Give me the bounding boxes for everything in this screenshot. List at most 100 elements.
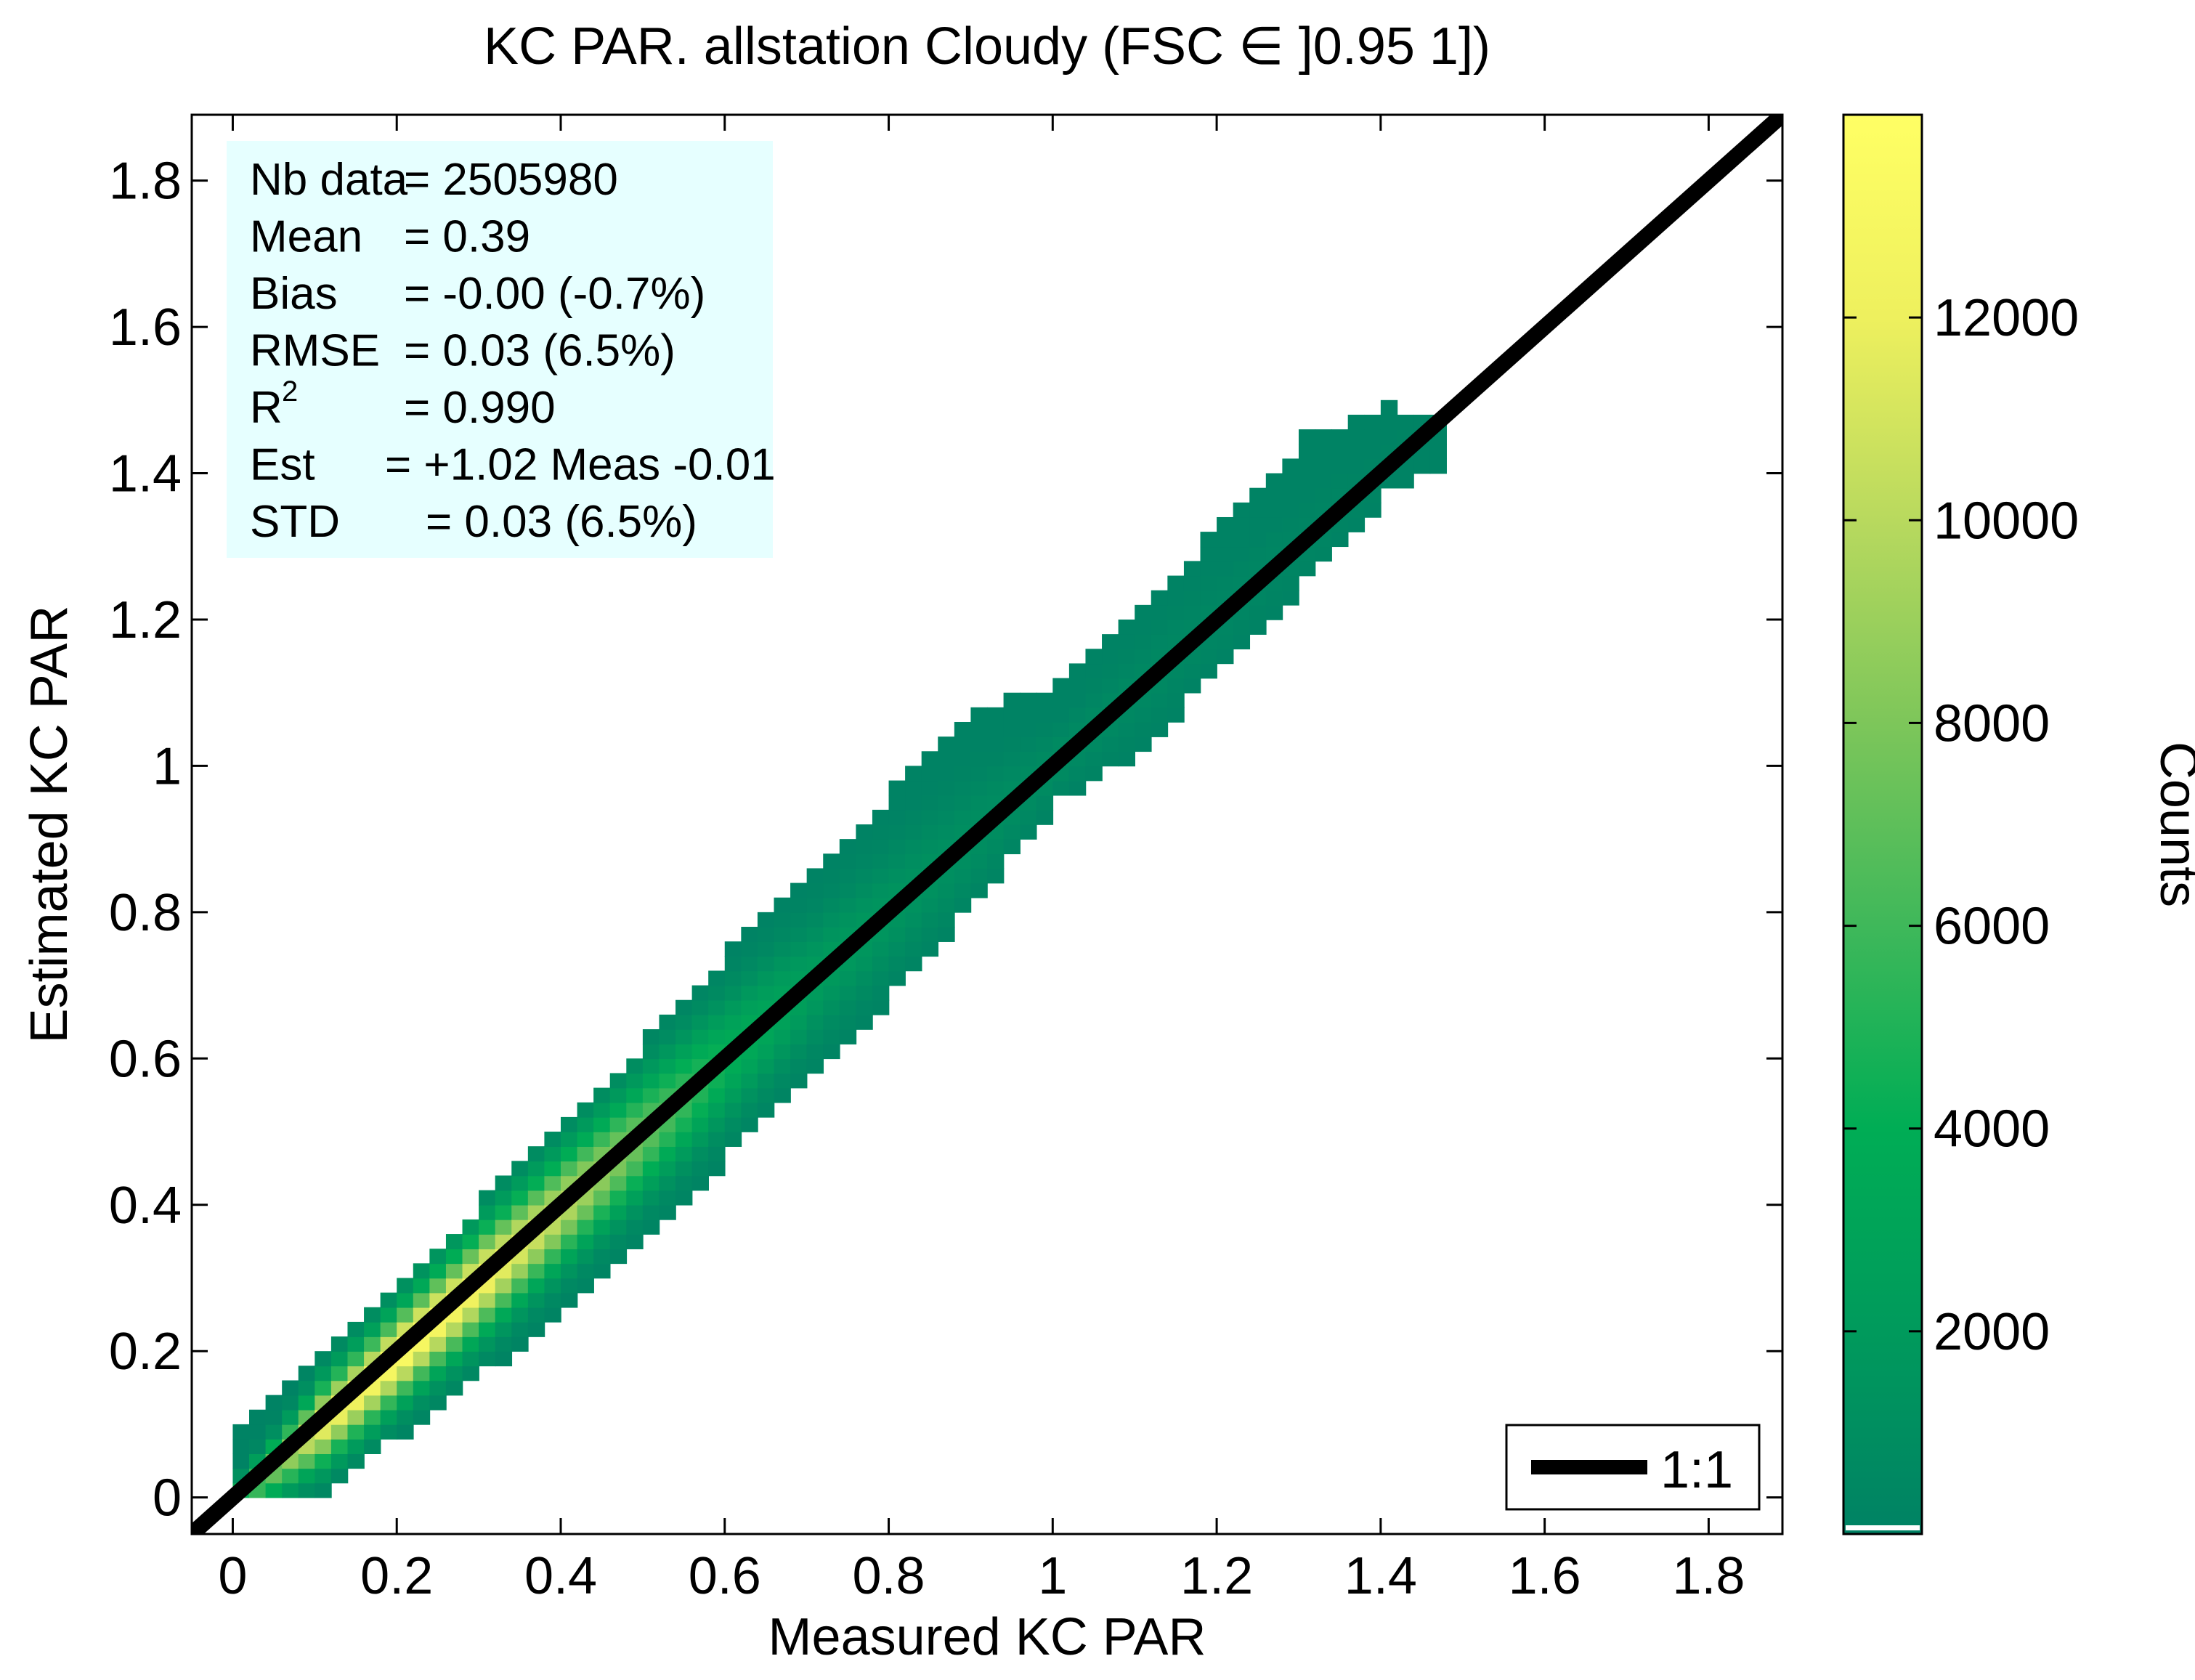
heatmap-cell xyxy=(691,985,709,1001)
heatmap-cell xyxy=(511,1321,529,1337)
heatmap-cell xyxy=(609,1249,628,1265)
heatmap-cell xyxy=(1298,444,1316,460)
heatmap-cell xyxy=(347,1351,365,1367)
heatmap-cell xyxy=(806,927,824,942)
heatmap-cell xyxy=(757,1102,775,1118)
heatmap-cell xyxy=(347,1336,365,1352)
heatmap-cell xyxy=(511,1278,529,1294)
heatmap-cell xyxy=(1298,502,1316,518)
heatmap-cell xyxy=(708,1161,726,1177)
heatmap-cell xyxy=(741,1073,758,1089)
heatmap-cell xyxy=(774,941,791,957)
heatmap-cell xyxy=(905,824,922,840)
heatmap-cell xyxy=(741,1102,758,1118)
heatmap-cell xyxy=(708,1146,726,1162)
heatmap-cell xyxy=(691,1161,709,1177)
heatmap-cell xyxy=(1085,692,1103,708)
heatmap-cell xyxy=(1429,444,1447,460)
heatmap-cell xyxy=(724,1132,742,1147)
heatmap-cell xyxy=(511,1161,529,1177)
heatmap-cell xyxy=(1347,429,1366,445)
y-tick-label: 0.2 xyxy=(109,1323,182,1381)
heatmap-cell xyxy=(938,766,955,782)
y-tick-label: 1.4 xyxy=(109,445,182,503)
heatmap-cell xyxy=(527,1175,545,1191)
heatmap-cell xyxy=(839,999,857,1015)
heatmap-cell xyxy=(823,897,840,913)
stats-label: Est xyxy=(250,440,315,490)
heatmap-cell xyxy=(609,1219,628,1235)
heatmap-cell xyxy=(1102,678,1119,694)
heatmap-cell xyxy=(593,1087,611,1103)
heatmap-cell xyxy=(577,1146,594,1162)
heatmap-cell xyxy=(577,1116,594,1132)
stats-label: RMSE xyxy=(250,326,380,376)
heatmap-cell xyxy=(527,1161,545,1177)
heatmap-cell xyxy=(806,912,824,928)
colorbar-tick-label: 12000 xyxy=(1934,289,2079,347)
heatmap-cell xyxy=(1085,649,1103,665)
heatmap-cell xyxy=(642,1073,660,1089)
heatmap-cell xyxy=(445,1249,463,1265)
heatmap-cell xyxy=(905,956,922,972)
heatmap-cell xyxy=(1183,604,1201,620)
heatmap-cell xyxy=(282,1482,299,1498)
heatmap-cell xyxy=(659,1204,676,1220)
heatmap-cell xyxy=(954,751,972,767)
heatmap-cell xyxy=(1183,678,1201,694)
heatmap-cell xyxy=(1298,429,1316,445)
heatmap-cell xyxy=(1315,458,1332,474)
heatmap-cell xyxy=(790,1029,808,1044)
heatmap-cell xyxy=(249,1409,267,1425)
heatmap-cell xyxy=(970,795,988,811)
heatmap-cell xyxy=(839,912,857,928)
heatmap-cell xyxy=(544,1263,561,1279)
heatmap-cell xyxy=(724,1102,742,1118)
heatmap-cell xyxy=(741,1116,758,1132)
heatmap-cell xyxy=(806,882,824,898)
heatmap-cell xyxy=(888,839,906,855)
heatmap-cell xyxy=(1233,516,1251,532)
heatmap-cell xyxy=(1183,663,1201,679)
heatmap-cell xyxy=(823,868,840,884)
x-tick-label: 0.4 xyxy=(524,1547,597,1605)
heatmap-cell xyxy=(1052,780,1070,796)
heatmap-cell xyxy=(642,1161,660,1177)
heatmap-cell xyxy=(708,999,726,1015)
heatmap-cell xyxy=(905,927,922,942)
heatmap-cell xyxy=(282,1409,299,1425)
heatmap-cell xyxy=(659,1058,676,1074)
heatmap-cell xyxy=(921,897,939,913)
heatmap-cell xyxy=(397,1307,414,1323)
heatmap-cell xyxy=(1233,619,1251,635)
heatmap-cell xyxy=(1135,634,1152,650)
heatmap-cell xyxy=(839,1014,857,1030)
heatmap-cell xyxy=(479,1292,496,1308)
heatmap-cell xyxy=(1364,429,1381,445)
heatmap-cell xyxy=(1036,707,1054,723)
heatmap-cell xyxy=(560,1161,578,1177)
heatmap-cell xyxy=(1200,663,1217,679)
heatmap-cell xyxy=(888,927,906,942)
heatmap-cell xyxy=(1102,649,1119,665)
heatmap-cell xyxy=(527,1263,545,1279)
heatmap-cell xyxy=(577,1278,594,1294)
heatmap-cell xyxy=(642,1204,660,1220)
heatmap-cell xyxy=(938,809,955,825)
heatmap-cell xyxy=(1036,809,1054,825)
heatmap-cell xyxy=(938,780,955,796)
heatmap-cell xyxy=(626,1073,644,1089)
heatmap-cell xyxy=(806,999,824,1015)
heatmap-cell xyxy=(429,1263,447,1279)
heatmap-cell xyxy=(315,1453,332,1469)
heatmap-cell xyxy=(806,868,824,884)
heatmap-cell xyxy=(691,1146,709,1162)
heatmap-cell xyxy=(691,1029,709,1044)
heatmap-cell xyxy=(364,1439,381,1454)
y-tick-label: 0 xyxy=(153,1469,182,1527)
heatmap-cell xyxy=(1085,663,1103,679)
heatmap-cell xyxy=(1298,561,1316,577)
heatmap-cell xyxy=(691,1116,709,1132)
heatmap-cell xyxy=(757,970,775,986)
heatmap-cell xyxy=(495,1190,513,1206)
